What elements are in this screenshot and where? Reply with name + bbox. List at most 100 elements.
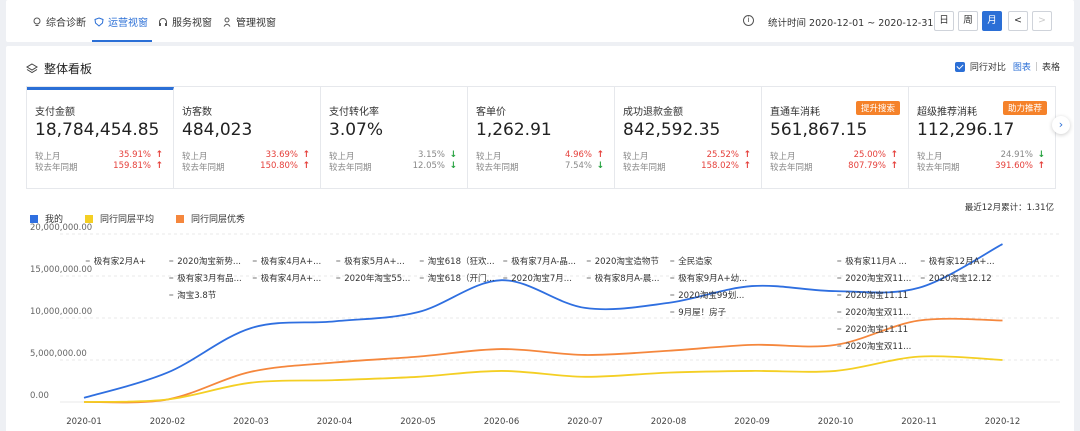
- annotation-label: 极有家3月有品...: [177, 273, 242, 284]
- annotation-marker: [670, 294, 675, 296]
- peer-compare-label[interactable]: 同行对比: [969, 63, 1006, 73]
- stat-time: 统计时间 2020-12-01 ~ 2020-12-31: [768, 18, 934, 29]
- metric-value: 1,262.91: [476, 120, 552, 140]
- metric-card[interactable]: 支付金额 18,784,454.85 较上月 35.91% ↑ 较去年同期 159.81% ↑: [27, 87, 174, 188]
- annotation-marker: [586, 260, 591, 262]
- metric-card[interactable]: 成功退款金额 842,592.35 较上月 25.52% ↑ 较去年同期 158.02% ↑: [615, 87, 762, 188]
- annotation-label: 2020淘宝11.11: [845, 290, 908, 301]
- metric-card[interactable]: 访客数 484,023 较上月 33.69% ↑ 较去年同期 150.80% ↑: [174, 87, 321, 188]
- chevron-right-icon[interactable]: ›: [1052, 116, 1070, 134]
- legend-item-mine[interactable]: 我的: [30, 212, 63, 225]
- annotation-marker: [837, 277, 842, 279]
- mom-label: 较上月: [476, 152, 502, 162]
- annotation-marker: [169, 277, 174, 279]
- next-button[interactable]: >: [1032, 11, 1052, 31]
- annotation-label: 2020淘宝双11...: [845, 273, 911, 284]
- period-day-button[interactable]: 日: [934, 11, 954, 31]
- x-tick-label: 2020-08: [651, 417, 687, 427]
- arrow-down-icon: ↓: [449, 161, 457, 171]
- metric-yoy-row: 较去年同期 391.60% ↑: [917, 161, 1055, 173]
- annotation-marker: [670, 277, 675, 279]
- tab-management[interactable]: 管理视窗: [222, 14, 276, 29]
- annotation-label: 极有家11月A ...: [845, 256, 906, 267]
- metric-yoy-row: 较去年同期 7.54% ↓: [476, 161, 614, 173]
- metric-yoy-row: 较去年同期 150.80% ↑: [182, 161, 320, 173]
- mom-label: 较上月: [35, 152, 61, 162]
- tab-service[interactable]: 服务视窗: [158, 14, 212, 29]
- legend-label: 同行同层优秀: [191, 215, 246, 225]
- y-tick-label: 10,000,000.00: [30, 307, 92, 317]
- yoy-value: 7.54%: [564, 161, 592, 171]
- annotation-marker: [336, 260, 341, 262]
- prev-button[interactable]: <: [1008, 11, 1028, 31]
- peer-compare-checkbox[interactable]: [954, 61, 965, 72]
- tab-operations[interactable]: 运营视窗: [94, 14, 148, 29]
- tab-label: 综合诊断: [46, 18, 86, 29]
- annotation-marker: [169, 260, 174, 262]
- chart-legend: 我的 同行同层平均 同行同层优秀: [30, 212, 267, 225]
- yoy-value: 391.60%: [995, 161, 1033, 171]
- metric-value: 18,784,454.85: [35, 120, 160, 140]
- arrow-down-icon: ↓: [596, 161, 604, 171]
- x-tick-label: 2020-12: [985, 417, 1021, 427]
- x-tick-label: 2020-06: [484, 417, 520, 427]
- x-tick-label: 2020-11: [901, 417, 937, 427]
- annotation-marker: [920, 277, 925, 279]
- legend-item-top[interactable]: 同行同层优秀: [176, 212, 245, 225]
- table-view-link[interactable]: 表格: [1041, 63, 1060, 73]
- annotation-label: 2020淘宝99划...: [678, 290, 744, 301]
- yoy-label: 较去年同期: [182, 163, 225, 173]
- arrow-up-icon: ↑: [743, 161, 751, 171]
- metric-value: 842,592.35: [623, 120, 721, 140]
- yoy-value: 159.81%: [113, 161, 151, 171]
- arrow-up-icon: ↑: [890, 150, 898, 160]
- annotation-label: 淘宝618（开门...: [428, 273, 495, 284]
- yoy-label: 较去年同期: [917, 163, 960, 173]
- arrow-down-icon: ↓: [449, 150, 457, 160]
- tab-label: 服务视窗: [172, 18, 212, 29]
- metric-badge[interactable]: 提升搜索: [855, 101, 900, 115]
- annotation-label: 极有家7月A-晶...: [511, 256, 576, 267]
- annotation-marker: [586, 277, 591, 279]
- metric-label: 支付金额: [35, 107, 75, 118]
- yoy-value: 158.02%: [701, 161, 739, 171]
- bulb-icon: [33, 17, 41, 26]
- mom-value: 25.00%: [853, 150, 886, 160]
- metric-value: 561,867.15: [770, 120, 868, 140]
- legend-item-avg[interactable]: 同行同层平均: [85, 212, 154, 225]
- annotation-marker: [837, 311, 842, 313]
- yoy-value: 150.80%: [260, 161, 298, 171]
- tab-diagnosis[interactable]: 综合诊断: [32, 14, 86, 29]
- metric-badge[interactable]: 助力推荐: [1002, 101, 1047, 115]
- legend-swatch: [176, 214, 185, 223]
- metric-mom-row: 较上月 25.00% ↑: [770, 150, 908, 162]
- info-icon[interactable]: i: [743, 15, 754, 26]
- metric-label: 超级推荐消耗: [917, 107, 977, 118]
- chart-view-link[interactable]: 图表: [1012, 63, 1031, 73]
- yoy-value: 12.05%: [412, 161, 445, 171]
- annotation-marker: [336, 277, 341, 279]
- layers-icon: [26, 62, 38, 73]
- mom-value: 24.91%: [1000, 150, 1033, 160]
- mom-value: 25.52%: [706, 150, 739, 160]
- period-month-button[interactable]: 月: [982, 11, 1002, 31]
- metric-card[interactable]: 直通车消耗 561,867.15 较上月 25.00% ↑ 较去年同期 807.79% ↑ 提升…: [762, 87, 909, 188]
- metric-label: 客单价: [476, 107, 506, 118]
- view-separator: |: [1034, 61, 1038, 72]
- period-week-button[interactable]: 周: [958, 11, 978, 31]
- annotation-label: 2020淘宝7月...: [511, 273, 572, 284]
- annotation-label: 极有家4月A+...: [261, 273, 321, 284]
- metric-card[interactable]: 支付转化率 3.07% 较上月 3.15% ↓ 较去年同期 12.05% ↓: [321, 87, 468, 188]
- legend-label: 我的: [45, 215, 64, 225]
- metric-card[interactable]: 客单价 1,262.91 较上月 4.96% ↑ 较去年同期 7.54% ↓: [468, 87, 615, 188]
- annotation-marker: [419, 260, 424, 262]
- metric-label: 支付转化率: [329, 107, 379, 118]
- arrow-up-icon: ↑: [155, 161, 163, 171]
- shield-icon: [94, 16, 104, 27]
- annotation-label: 极有家9月A+幼...: [678, 273, 747, 284]
- y-tick-label: 5,000,000.00: [30, 349, 87, 359]
- metric-mom-row: 较上月 3.15% ↓: [329, 150, 467, 162]
- metric-yoy-row: 较去年同期 159.81% ↑: [35, 161, 173, 173]
- mom-label: 较上月: [329, 152, 355, 162]
- metric-card[interactable]: 超级推荐消耗 112,296.17 较上月 24.91% ↓ 较去年同期 391.60% ↑ 助…: [909, 87, 1055, 188]
